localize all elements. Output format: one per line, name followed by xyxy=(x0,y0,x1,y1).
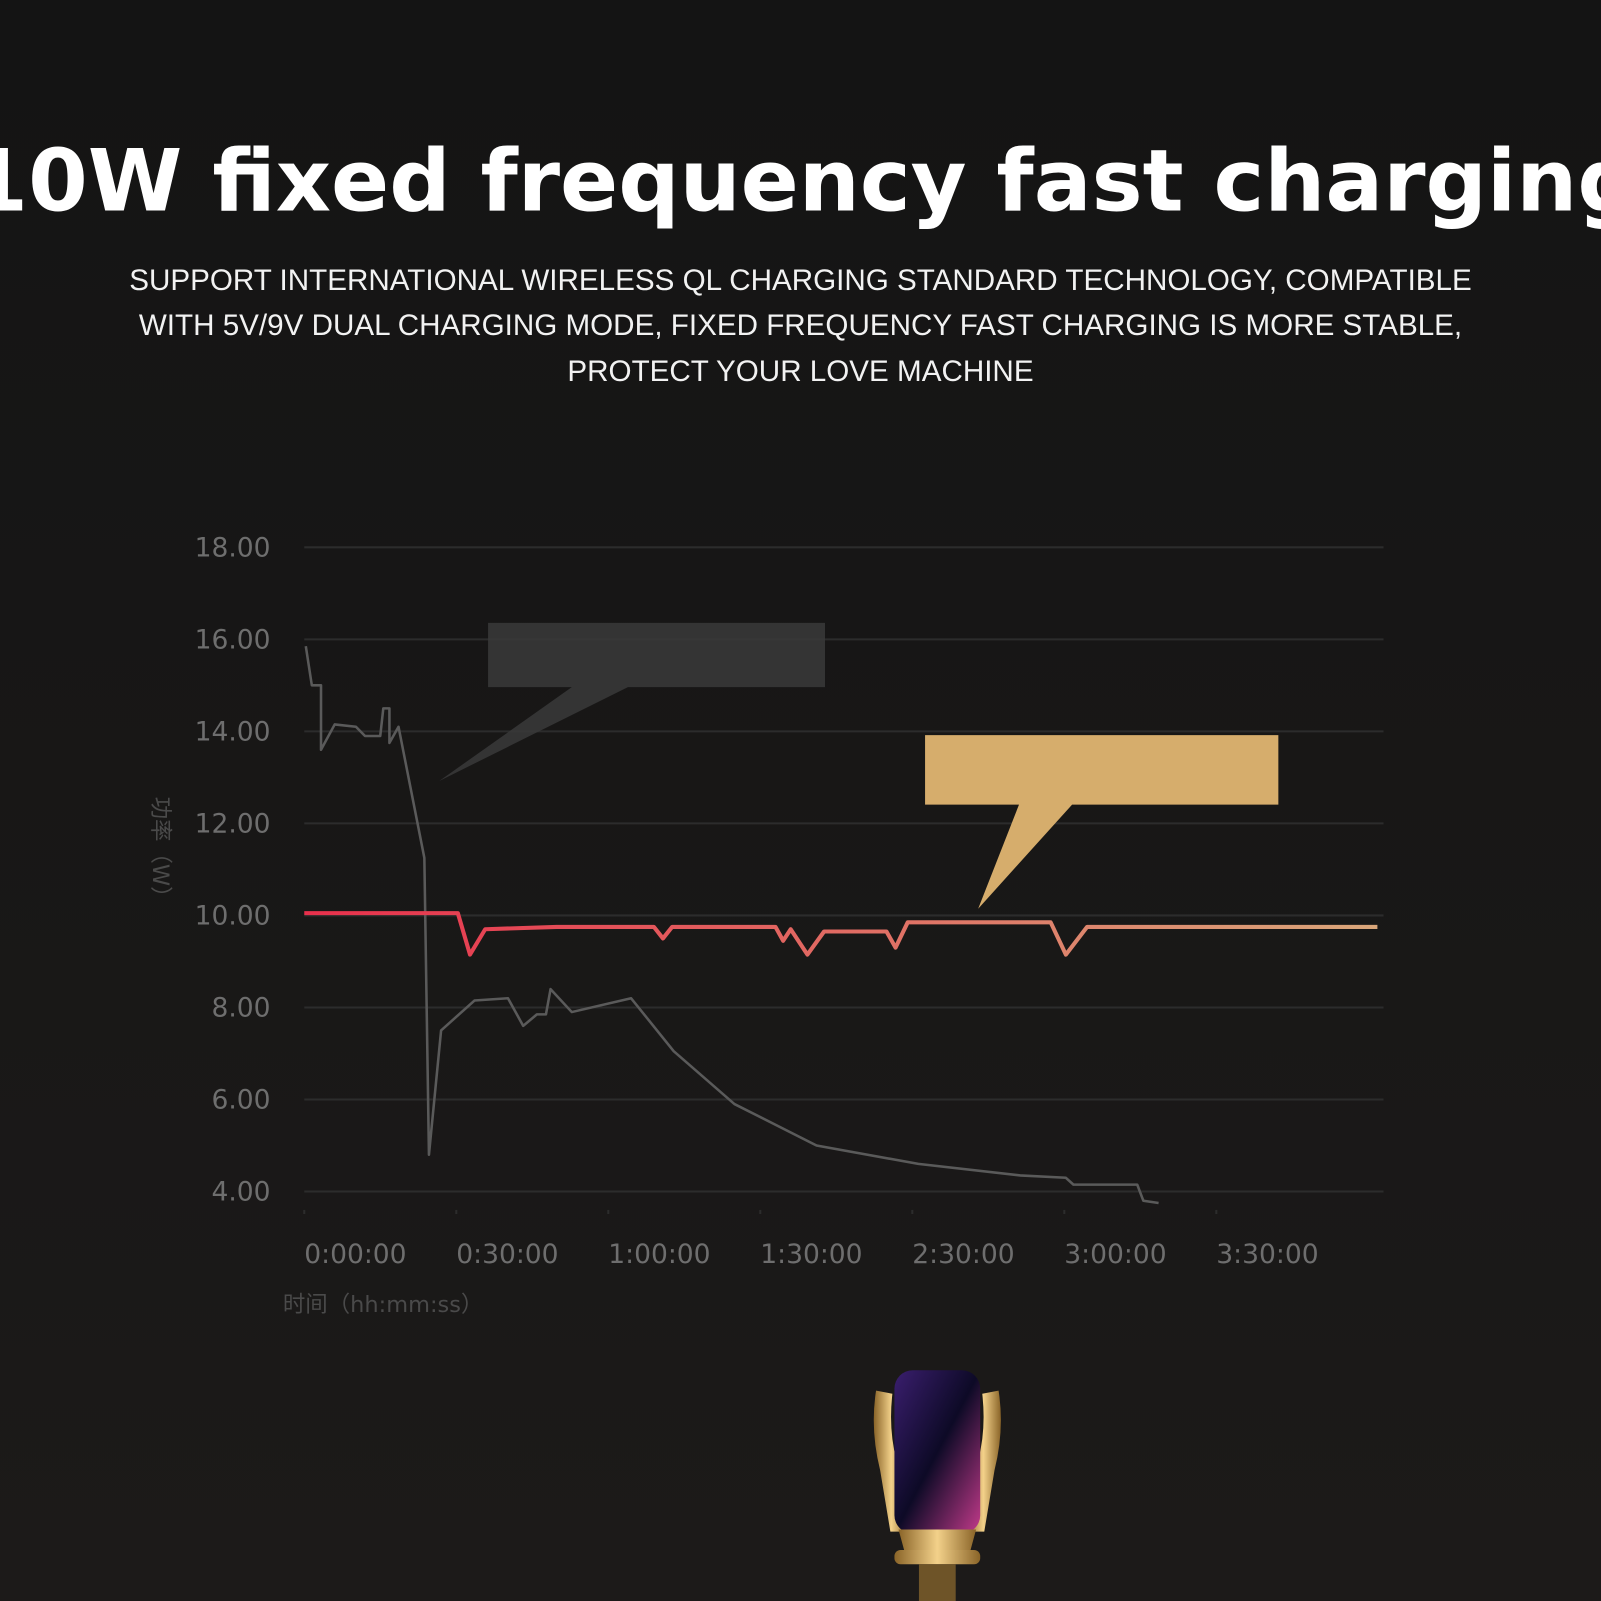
title: 10W fixed frequency fast charging xyxy=(0,131,1601,231)
y-tick-label: 6.00 xyxy=(211,1085,270,1116)
x-tick-label: 0:30:00 xyxy=(456,1239,558,1270)
holder-base xyxy=(898,1529,977,1552)
y-tick-label: 4.00 xyxy=(211,1177,270,1208)
subtitle-line: PROTECT YOUR LOVE MACHINE xyxy=(567,355,1033,388)
y-axis-label: 功率（W） xyxy=(147,797,173,909)
y-tick-label: 18.00 xyxy=(195,532,271,563)
product-image xyxy=(873,1370,1001,1601)
x-tick-label: 1:00:00 xyxy=(608,1239,710,1270)
callout xyxy=(925,735,1279,909)
holder-mount xyxy=(918,1564,956,1601)
data-line xyxy=(304,646,1159,1205)
x-tick-label: 0:00:00 xyxy=(304,1239,406,1270)
x-tick-label: 3:00:00 xyxy=(1064,1239,1166,1270)
x-tick-label: 3:30:00 xyxy=(1216,1239,1318,1270)
y-tick-label: 14.00 xyxy=(195,717,271,748)
x-tick-label: 1:30:00 xyxy=(760,1239,862,1270)
y-tick-label: 10.00 xyxy=(195,901,271,932)
y-tick-label: 8.00 xyxy=(211,993,270,1024)
callout xyxy=(439,622,826,782)
data-line xyxy=(304,911,1378,957)
y-tick-label: 16.00 xyxy=(195,625,271,656)
holder-body xyxy=(894,1370,981,1534)
y-tick-label: 12.00 xyxy=(195,809,271,840)
holder-base xyxy=(894,1549,981,1565)
x-axis-label: 时间（hh:mm:ss） xyxy=(283,1292,484,1318)
subtitle-line: WITH 5V/9V DUAL CHARGING MODE, FIXED FRE… xyxy=(139,309,1462,342)
plot: 4.00 6.00 8.00 10.00 12.00 14.00 16.00 18.00 0:0… xyxy=(195,532,1384,1270)
x-tick-label: 2:30:00 xyxy=(912,1239,1014,1270)
subtitle-line: SUPPORT INTERNATIONAL WIRELESS QL CHARGI… xyxy=(129,264,1472,297)
